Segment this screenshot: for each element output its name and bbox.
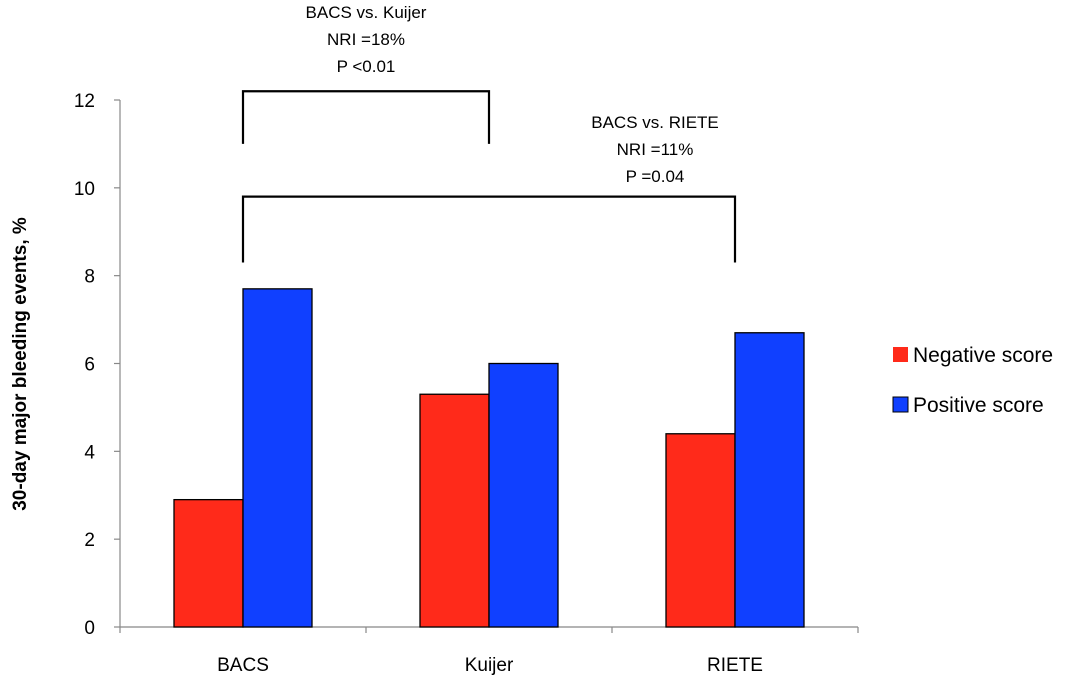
y-tick-label: 2 [84,530,95,551]
legend-swatch [893,347,908,362]
bars [173,288,805,628]
y-tick-label: 6 [84,355,95,376]
x-category-label: BACS [217,655,269,676]
axes: 0 2 4 6 8 10 12 BACS Kuijer RIETE [74,91,859,676]
bar-negative-riete [665,433,736,628]
annotation-text: BACS vs. Kuijer [306,3,427,22]
annotation-text: BACS vs. RIETE [591,113,719,132]
x-category-label: RIETE [707,655,763,676]
bar-positive-riete [734,332,805,628]
bar-negative-kuijer [419,393,490,628]
annotation-text: NRI =11% [617,140,694,159]
y-tick-label: 12 [74,91,95,112]
annotation-text: NRI =18% [327,30,405,49]
annotations: BACS vs. Kuijer NRI =18% P <0.01 BACS vs. R… [241,3,737,263]
annotation-text: P =0.04 [626,167,685,186]
y-tick-label: 10 [74,179,95,200]
y-axis-label: 30-day major bleeding events, % [10,217,31,511]
comparison-bracket [241,195,737,263]
bar-negative-bacs [173,498,244,628]
x-category-label: Kuijer [465,655,514,676]
legend-label: Negative score [913,344,1053,367]
bar-positive-bacs [242,288,313,628]
comparison-bracket [241,90,491,144]
legend: Negative score Positive score [892,344,1053,417]
y-tick-label: 8 [84,267,95,288]
legend-swatch [892,396,909,413]
bar-positive-kuijer [488,362,559,628]
annotation-text: P <0.01 [337,57,396,76]
y-tick-label: 4 [84,442,95,463]
legend-label: Positive score [913,394,1044,417]
y-tick-label: 0 [84,618,95,639]
